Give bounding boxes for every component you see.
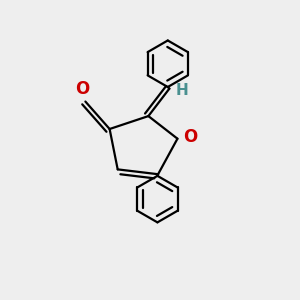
Text: O: O bbox=[183, 128, 197, 146]
Text: H: H bbox=[176, 83, 189, 98]
Text: O: O bbox=[75, 80, 89, 98]
